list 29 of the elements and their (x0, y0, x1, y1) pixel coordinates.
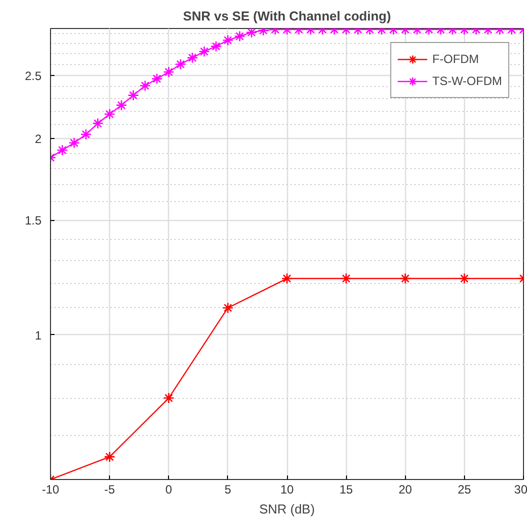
point (222, 302, 234, 314)
y-tick-label: 2.5 (24, 68, 42, 83)
point (116, 100, 128, 111)
point (92, 118, 104, 130)
chart-title: SNR vs SE (With Channel coding) (183, 8, 391, 24)
point (104, 108, 116, 120)
legend-label: TS-W-OFDM (432, 74, 502, 88)
point (340, 272, 352, 284)
point (281, 272, 293, 284)
y-tick-label: 1 (34, 328, 42, 342)
x-tick-label: 0 (165, 482, 172, 496)
y-tick-label: 1.5 (24, 214, 42, 228)
x-tick-label: 5 (224, 482, 232, 496)
point (400, 272, 411, 284)
x-tick-label: -5 (104, 482, 116, 496)
x-tick-label: 15 (339, 482, 354, 496)
x-tick-label: 25 (458, 482, 472, 496)
x-tick-label: 20 (398, 482, 412, 496)
point (68, 137, 80, 148)
x-tick-label: -10 (42, 482, 60, 496)
y-tick-label: 2 (34, 132, 42, 146)
point (80, 128, 92, 140)
point (246, 28, 258, 38)
point (56, 144, 68, 156)
x-axis-title: SNR (dB) (259, 502, 315, 516)
legend-label: F-OFDM (432, 52, 479, 66)
x-tick-label: 30 (514, 482, 527, 496)
x-tick-label: 10 (280, 482, 294, 496)
point (458, 272, 470, 284)
